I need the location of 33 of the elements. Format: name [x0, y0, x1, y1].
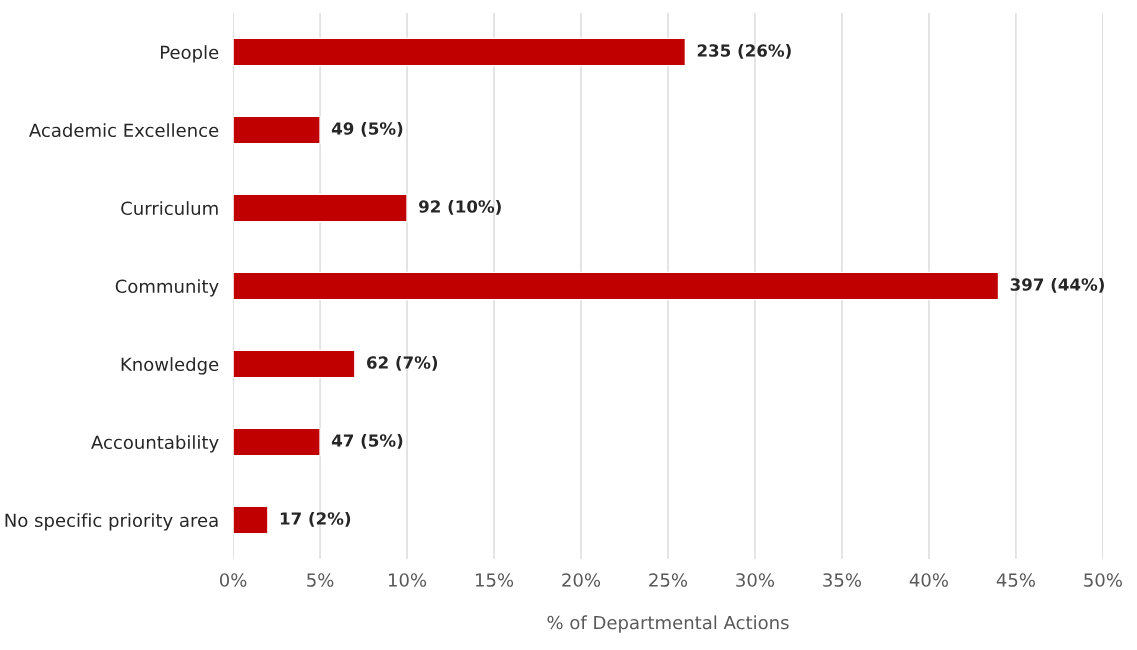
y-tick-label: Academic Excellence: [29, 123, 219, 138]
data-label: 49 (5%): [331, 121, 403, 137]
y-tick-label: Knowledge: [121, 357, 219, 375]
x-tick-label: 10%: [388, 573, 427, 587]
bar: [233, 271, 1000, 301]
data-label: 92 (10%): [419, 199, 501, 215]
x-tick-label: 45%: [996, 573, 1035, 587]
y-tick-label: Accountability: [91, 435, 219, 453]
x-tick-label: 35%: [823, 573, 862, 587]
x-tick-label: 0%: [219, 573, 247, 587]
y-tick-label: No specific priority area: [5, 513, 218, 531]
data-label: 47 (5%): [331, 433, 403, 449]
x-tick-label: 20%: [562, 573, 601, 587]
y-tick-label: Community: [115, 279, 219, 297]
data-label: 17 (2%): [280, 511, 351, 527]
x-tick-label: 50%: [1084, 573, 1122, 587]
x-tick-label: 25%: [649, 573, 688, 587]
bar: [233, 193, 408, 223]
bar: [233, 427, 321, 457]
x-tick-label: 40%: [909, 573, 948, 587]
bar: [233, 37, 687, 67]
data-label: 235 (26%): [697, 43, 791, 59]
bar: [233, 505, 269, 535]
bar: [233, 115, 321, 145]
y-tick-label: Curriculum: [121, 201, 218, 216]
y-tick-label: People: [160, 45, 219, 63]
bar: [233, 349, 356, 379]
x-axis-title: % of Departmental Actions: [547, 615, 789, 633]
data-label: 397 (44%): [1010, 277, 1104, 293]
x-tick-label: 30%: [736, 573, 775, 587]
x-tick-label: 15%: [475, 573, 514, 587]
x-tick-label: 5%: [307, 573, 334, 587]
data-label: 62 (7%): [367, 355, 438, 371]
